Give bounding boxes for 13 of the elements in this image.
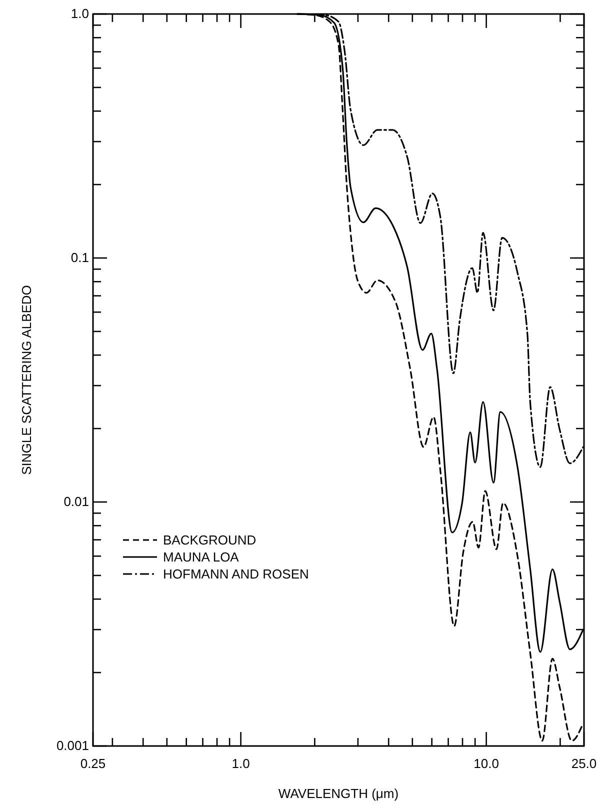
y-tick-label: 1.0	[70, 6, 89, 21]
y-tick-label: 0.001	[56, 738, 89, 753]
y-axis-title: SINGLE SCATTERING ALBEDO	[19, 285, 34, 475]
x-tick-label: 0.25	[80, 756, 106, 771]
x-tick-label: 1.0	[232, 756, 250, 771]
legend-label: BACKGROUND	[163, 532, 256, 548]
y-tick-label: 0.1	[70, 250, 89, 265]
legend-label: HOFMANN AND ROSEN	[163, 566, 309, 582]
y-tick-label: 0.01	[64, 494, 89, 509]
x-axis-title: WAVELENGTH (μm)	[278, 786, 399, 801]
legend-label: MAUNA LOA	[163, 550, 240, 564]
x-tick-label: 10.0	[474, 756, 499, 771]
x-tick-label: 25.0	[571, 756, 597, 771]
